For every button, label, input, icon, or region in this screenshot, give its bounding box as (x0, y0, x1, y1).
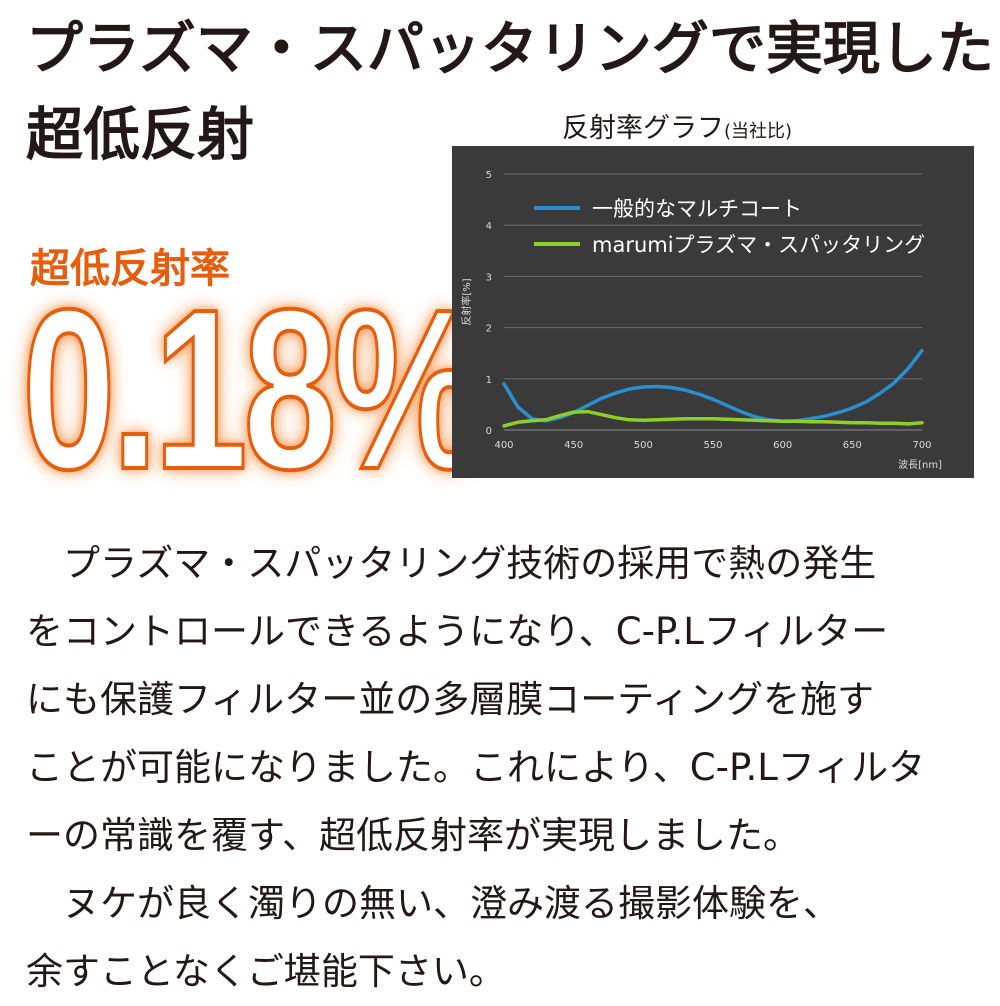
body-line: ヌケが良く濁りの無い、澄み渡る撮影体験を、 (26, 882, 840, 925)
body-line: ことが可能になりました。これにより、C-P.Lフィルタ (26, 746, 926, 789)
headline: プラズマ・スパッタリングで実現した 超低反射 (26, 6, 994, 178)
headline-line-1: プラズマ・スパッタリングで実現した (26, 16, 994, 82)
rate-label: 超低反射率 (30, 246, 230, 292)
chart-legend: 一般的なマルチコート marumiプラズマ・スパッタリング (534, 197, 925, 257)
body-line: 余すことなくご堪能下さい。 (26, 950, 506, 993)
rate-value: 0.18% (21, 263, 485, 517)
chart-series (502, 348, 924, 428)
chart-grid (504, 173, 922, 431)
reflectance-chart: 0 1 2 3 4 5 400 450 500 550 600 650 700 一般的なマルチコート m… (452, 146, 974, 478)
x-tick-label: 650 (843, 440, 862, 451)
body-line: プラズマ・スパッタリング技術の採用で熱の発生 (26, 542, 877, 585)
chart-y-ticks: 0 1 2 3 4 5 (486, 170, 492, 437)
body-line: ーの常識を覆す、超低反射率が実現しました。 (26, 814, 801, 857)
y-tick-label: 2 (486, 324, 492, 335)
headline-line-2: 超低反射 (26, 102, 254, 168)
series-line-0 (502, 348, 924, 424)
x-tick-label: 700 (912, 440, 931, 451)
y-tick-label: 0 (486, 426, 492, 437)
series-line-1 (502, 409, 924, 428)
y-tick-label: 3 (486, 272, 492, 283)
x-tick-label: 500 (634, 440, 653, 451)
y-tick-label: 5 (486, 170, 492, 181)
x-tick-label: 450 (564, 440, 583, 451)
x-tick-label: 550 (703, 440, 722, 451)
chart-title-sub: (当社比) (724, 121, 793, 142)
chart-title: 反射率グラフ(当社比) (562, 106, 792, 145)
reflectance-chart-svg: 0 1 2 3 4 5 400 450 500 550 600 650 700 一般的なマルチコート m… (460, 170, 942, 471)
body-line: にも保護フィルター並の多層膜コーティングを施す (26, 678, 875, 721)
x-tick-label: 400 (494, 440, 513, 451)
chart-y-axis-label: 反射率[%] (460, 278, 473, 325)
chart-x-axis-label: 波長[nm] (898, 458, 942, 471)
body-text: プラズマ・スパッタリング技術の採用で熱の発生 をコントロールできるようになり、C-… (26, 530, 986, 1006)
x-tick-label: 600 (773, 440, 792, 451)
y-tick-label: 4 (486, 221, 492, 232)
body-line: をコントロールできるようになり、C-P.Lフィルター (26, 610, 889, 653)
legend-label-0: 一般的なマルチコート (592, 197, 802, 221)
y-tick-label: 1 (486, 375, 492, 386)
chart-title-main: 反射率グラフ (562, 113, 724, 144)
legend-label-1: marumiプラズマ・スパッタリング (592, 233, 925, 257)
chart-x-ticks: 400 450 500 550 600 650 700 (494, 440, 931, 451)
